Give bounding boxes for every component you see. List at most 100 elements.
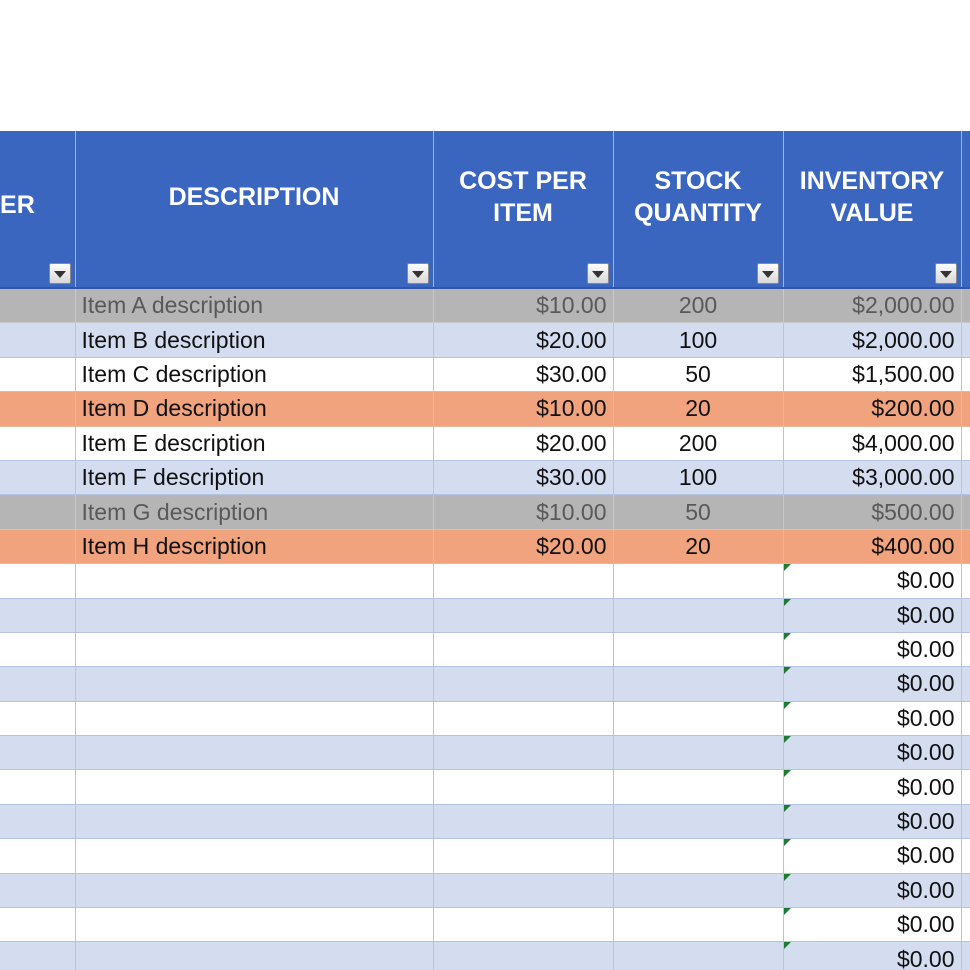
filter-dropdown-icon[interactable] xyxy=(934,263,957,284)
cell-description[interactable] xyxy=(75,873,434,909)
cell-description[interactable] xyxy=(75,838,434,874)
cell-description[interactable] xyxy=(75,701,434,737)
cell-next-column[interactable] xyxy=(961,391,970,427)
cell-inventory-value[interactable]: $3,000.00 xyxy=(783,460,962,496)
cell-manufacturer[interactable] xyxy=(0,598,76,633)
cell-manufacturer[interactable] xyxy=(0,563,76,599)
cell-next-column[interactable] xyxy=(961,288,970,324)
cell-inventory-value[interactable]: $0.00 xyxy=(783,769,962,805)
cell-description[interactable]: Item F description xyxy=(75,460,434,496)
cell-manufacturer[interactable] xyxy=(0,666,76,702)
cell-next-column[interactable] xyxy=(961,701,970,737)
header-next-column[interactable] xyxy=(961,131,970,289)
cell-manufacturer[interactable] xyxy=(0,873,76,909)
cell-next-column[interactable] xyxy=(961,838,970,874)
cell-description[interactable] xyxy=(75,907,434,943)
cell-cost-per-item[interactable] xyxy=(433,701,614,737)
cell-stock-quantity[interactable] xyxy=(613,769,784,805)
cell-stock-quantity[interactable]: 20 xyxy=(613,529,784,565)
cell-description[interactable] xyxy=(75,941,434,970)
cell-next-column[interactable] xyxy=(961,563,970,599)
cell-manufacturer[interactable] xyxy=(0,357,76,393)
cell-inventory-value[interactable]: $0.00 xyxy=(783,804,962,840)
cell-cost-per-item[interactable]: $10.00 xyxy=(433,494,614,530)
filter-dropdown-icon[interactable] xyxy=(406,263,429,284)
cell-manufacturer[interactable] xyxy=(0,288,76,324)
cell-manufacturer[interactable] xyxy=(0,701,76,737)
cell-stock-quantity[interactable] xyxy=(613,701,784,737)
cell-manufacturer[interactable] xyxy=(0,632,76,668)
filter-dropdown-icon[interactable] xyxy=(756,263,779,284)
cell-description[interactable] xyxy=(75,769,434,805)
cell-stock-quantity[interactable] xyxy=(613,563,784,599)
cell-inventory-value[interactable]: $400.00 xyxy=(783,529,962,565)
cell-description[interactable]: Item C description xyxy=(75,357,434,393)
cell-stock-quantity[interactable] xyxy=(613,666,784,702)
cell-stock-quantity[interactable] xyxy=(613,941,784,970)
cell-inventory-value[interactable]: $0.00 xyxy=(783,907,962,943)
filter-dropdown-icon[interactable] xyxy=(48,263,71,284)
cell-description[interactable]: Item E description xyxy=(75,426,434,461)
cell-cost-per-item[interactable]: $20.00 xyxy=(433,322,614,358)
cell-manufacturer[interactable] xyxy=(0,529,76,565)
cell-cost-per-item[interactable] xyxy=(433,735,614,771)
cell-inventory-value[interactable]: $0.00 xyxy=(783,666,962,702)
cell-next-column[interactable] xyxy=(961,357,970,393)
cell-inventory-value[interactable]: $0.00 xyxy=(783,735,962,771)
cell-stock-quantity[interactable]: 200 xyxy=(613,288,784,324)
cell-next-column[interactable] xyxy=(961,460,970,496)
cell-description[interactable]: Item B description xyxy=(75,322,434,358)
cell-inventory-value[interactable]: $0.00 xyxy=(783,873,962,909)
cell-cost-per-item[interactable]: $10.00 xyxy=(433,288,614,324)
cell-manufacturer[interactable] xyxy=(0,460,76,496)
cell-manufacturer[interactable] xyxy=(0,426,76,461)
cell-cost-per-item[interactable] xyxy=(433,563,614,599)
cell-cost-per-item[interactable]: $20.00 xyxy=(433,529,614,565)
cell-next-column[interactable] xyxy=(961,666,970,702)
cell-inventory-value[interactable]: $2,000.00 xyxy=(783,288,962,324)
cell-stock-quantity[interactable]: 200 xyxy=(613,426,784,461)
cell-next-column[interactable] xyxy=(961,598,970,633)
cell-cost-per-item[interactable]: $30.00 xyxy=(433,357,614,393)
cell-inventory-value[interactable]: $1,500.00 xyxy=(783,357,962,393)
cell-description[interactable] xyxy=(75,563,434,599)
cell-next-column[interactable] xyxy=(961,494,970,530)
cell-next-column[interactable] xyxy=(961,735,970,771)
cell-next-column[interactable] xyxy=(961,873,970,909)
cell-inventory-value[interactable]: $0.00 xyxy=(783,838,962,874)
cell-manufacturer[interactable] xyxy=(0,804,76,840)
cell-stock-quantity[interactable]: 20 xyxy=(613,391,784,427)
cell-inventory-value[interactable]: $0.00 xyxy=(783,701,962,737)
cell-stock-quantity[interactable] xyxy=(613,907,784,943)
cell-stock-quantity[interactable] xyxy=(613,838,784,874)
cell-inventory-value[interactable]: $500.00 xyxy=(783,494,962,530)
cell-cost-per-item[interactable] xyxy=(433,598,614,633)
cell-stock-quantity[interactable]: 50 xyxy=(613,357,784,393)
cell-description[interactable] xyxy=(75,735,434,771)
cell-cost-per-item[interactable] xyxy=(433,769,614,805)
cell-cost-per-item[interactable] xyxy=(433,941,614,970)
header-inventory-value[interactable]: INVENTORY VALUE xyxy=(783,131,962,289)
cell-manufacturer[interactable] xyxy=(0,391,76,427)
header-stock-quantity[interactable]: STOCK QUANTITY xyxy=(613,131,784,289)
cell-description[interactable] xyxy=(75,804,434,840)
cell-inventory-value[interactable]: $0.00 xyxy=(783,598,962,633)
cell-next-column[interactable] xyxy=(961,769,970,805)
filter-dropdown-icon[interactable] xyxy=(586,263,609,284)
cell-inventory-value[interactable]: $4,000.00 xyxy=(783,426,962,461)
cell-inventory-value[interactable]: $200.00 xyxy=(783,391,962,427)
cell-manufacturer[interactable] xyxy=(0,494,76,530)
cell-description[interactable] xyxy=(75,632,434,668)
cell-description[interactable]: Item A description xyxy=(75,288,434,324)
cell-cost-per-item[interactable]: $10.00 xyxy=(433,391,614,427)
cell-inventory-value[interactable]: $0.00 xyxy=(783,941,962,970)
cell-stock-quantity[interactable]: 100 xyxy=(613,322,784,358)
cell-stock-quantity[interactable] xyxy=(613,804,784,840)
cell-description[interactable]: Item D description xyxy=(75,391,434,427)
cell-inventory-value[interactable]: $2,000.00 xyxy=(783,322,962,358)
cell-manufacturer[interactable] xyxy=(0,769,76,805)
cell-cost-per-item[interactable]: $20.00 xyxy=(433,426,614,461)
cell-manufacturer[interactable] xyxy=(0,838,76,874)
cell-stock-quantity[interactable] xyxy=(613,598,784,633)
cell-cost-per-item[interactable] xyxy=(433,907,614,943)
